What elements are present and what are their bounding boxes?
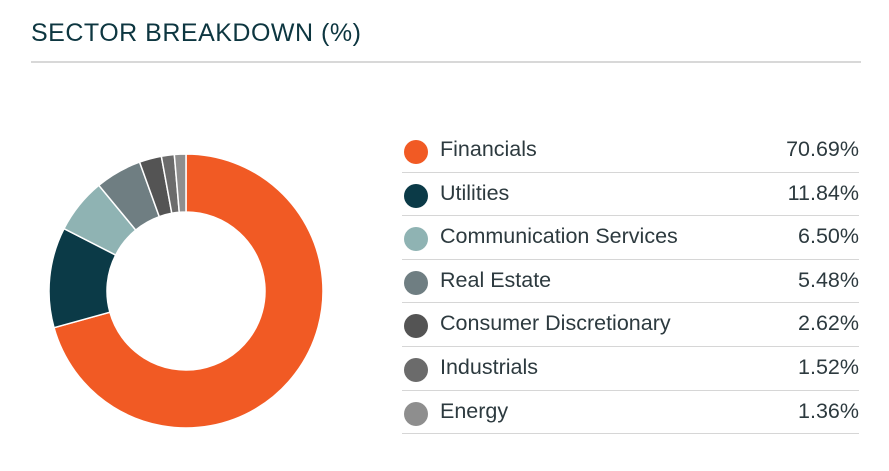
legend-row-utilities: Utilities 11.84% [402, 173, 859, 217]
legend-row-communication-services: Communication Services 6.50% [402, 216, 859, 260]
legend-label-energy: Energy [440, 398, 509, 423]
legend: Financials 70.69% Utilities 11.84% Commu… [402, 129, 859, 435]
legend-label-communication-services: Communication Services [440, 224, 678, 249]
legend-label-financials: Financials [440, 137, 537, 161]
legend-swatch-utilities [404, 183, 428, 208]
donut-chart [48, 153, 324, 429]
legend-value-energy: 1.36% [798, 398, 859, 423]
title-divider [31, 61, 861, 63]
legend-value-communication-services: 6.50% [798, 224, 859, 249]
legend-value-industrials: 1.52% [798, 354, 859, 379]
legend-value-utilities: 11.84% [787, 180, 859, 205]
legend-value-real-estate: 5.48% [798, 267, 859, 292]
legend-value-financials: 70.69% [786, 137, 859, 161]
legend-value-consumer-discretionary: 2.62% [798, 311, 859, 336]
legend-swatch-consumer-discretionary [404, 314, 428, 339]
legend-row-energy: Energy 1.36% [402, 391, 859, 435]
legend-swatch-real-estate [404, 270, 428, 295]
donut-slice-financials [53, 153, 324, 429]
legend-row-financials: Financials 70.69% [402, 129, 859, 173]
legend-swatch-financials [404, 140, 428, 164]
legend-row-real-estate: Real Estate 5.48% [402, 260, 859, 304]
legend-label-real-estate: Real Estate [440, 267, 552, 292]
legend-row-consumer-discretionary: Consumer Discretionary 2.62% [402, 303, 859, 347]
donut-slice-energy [173, 153, 187, 214]
legend-label-consumer-discretionary: Consumer Discretionary [440, 311, 671, 336]
legend-swatch-industrials [404, 357, 428, 382]
legend-label-utilities: Utilities [440, 180, 510, 205]
legend-swatch-communication-services [404, 227, 428, 252]
chart-title: SECTOR BREAKDOWN (%) [31, 19, 362, 47]
legend-row-industrials: Industrials 1.52% [402, 347, 859, 391]
legend-label-industrials: Industrials [440, 354, 538, 379]
legend-swatch-energy [404, 401, 428, 426]
